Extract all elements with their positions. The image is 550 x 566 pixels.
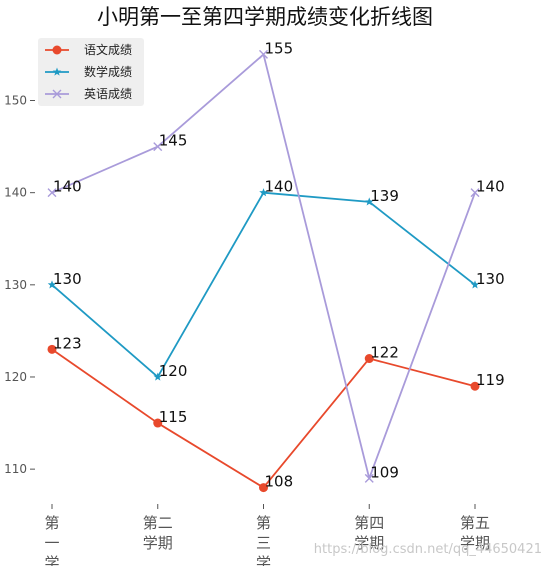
y-tick-label: 140 — [4, 186, 27, 200]
series-2 — [47, 188, 480, 381]
y-tick-label: 110 — [4, 462, 27, 476]
data-point — [259, 188, 268, 197]
data-point — [364, 354, 374, 364]
series-line — [51, 53, 476, 480]
data-point — [470, 381, 480, 391]
x-tick-label: 第 — [44, 514, 59, 532]
data-point — [47, 188, 57, 198]
x-tick-label: 第四 — [354, 514, 384, 532]
data-point — [470, 188, 480, 198]
data-label: 130 — [53, 270, 82, 288]
legend-item: 语文成绩 — [45, 42, 132, 57]
x-tick-label: 学 — [256, 554, 271, 566]
data-label: 155 — [265, 39, 294, 57]
y-tick-label: 120 — [4, 370, 27, 384]
data-point — [153, 372, 163, 381]
data-point — [153, 418, 163, 428]
data-label: 140 — [476, 178, 505, 196]
x-tick-label: 第五 — [460, 514, 490, 532]
data-labels: 123 115 108 122 119 130 120 140 139 130 140 145 155 1… — [53, 39, 505, 490]
data-label: 120 — [159, 362, 188, 380]
data-label: 145 — [159, 132, 188, 150]
data-point — [153, 142, 163, 152]
x-tick-label: 学期 — [143, 534, 173, 552]
x-tick-label: 学 — [44, 554, 59, 566]
x-tick-label-group: 第四学期 — [354, 514, 384, 552]
y-tick-label: 130 — [4, 278, 27, 292]
legend-marker — [52, 45, 62, 55]
data-point — [364, 197, 374, 206]
series-1 — [47, 344, 480, 493]
y-axis: 110 120 130 140 150 — [4, 94, 35, 476]
series-line — [51, 191, 476, 378]
x-tick-label: 学期 — [354, 534, 384, 552]
y-tick-label: 150 — [4, 94, 27, 108]
data-point — [364, 473, 374, 483]
data-label: 139 — [370, 187, 399, 205]
x-tick-label: 一 — [44, 534, 59, 552]
legend-label: 数学成绩 — [84, 64, 132, 79]
legend-item: 英语成绩 — [45, 87, 132, 101]
x-tick-label: 学期 — [460, 534, 490, 552]
data-label: 119 — [476, 371, 505, 389]
x-tick-label-group: 第三学 — [256, 514, 271, 566]
legend-label: 语文成绩 — [84, 42, 132, 57]
data-point — [47, 280, 57, 289]
legend-label: 英语成绩 — [84, 87, 132, 101]
legend-box — [38, 38, 144, 106]
legend-item: 数学成绩 — [45, 64, 132, 79]
data-label: 123 — [53, 334, 82, 352]
data-label: 108 — [265, 473, 294, 491]
legend-marker — [52, 89, 62, 99]
data-point — [259, 483, 268, 493]
legend-marker — [52, 67, 62, 76]
data-label: 140 — [265, 178, 294, 196]
data-point — [47, 344, 57, 354]
series-3 — [47, 49, 480, 483]
series-layer — [47, 49, 480, 493]
x-tick-label: 第 — [256, 514, 271, 532]
data-label: 122 — [370, 344, 399, 362]
data-label: 140 — [53, 178, 82, 196]
data-label: 130 — [476, 270, 505, 288]
data-point — [470, 280, 480, 289]
series-line — [51, 348, 476, 489]
data-label: 109 — [370, 463, 399, 481]
x-tick-label: 三 — [256, 534, 271, 552]
watermark: https://blog.csdn.net/qq_44650421 — [314, 542, 542, 557]
x-tick-label-group: 第一学 — [44, 514, 59, 566]
x-tick-label: 第二 — [143, 514, 173, 532]
data-point — [259, 49, 268, 59]
chart-title: 小明第一至第四学期成绩变化折线图 — [97, 5, 433, 29]
data-label: 115 — [159, 408, 188, 426]
